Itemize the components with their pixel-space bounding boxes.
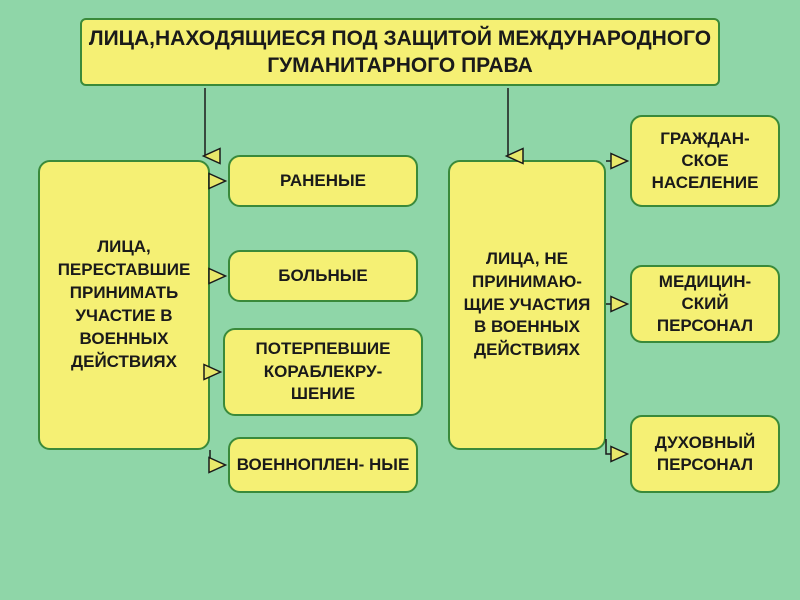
item-right-2: ДУХОВНЫЙ ПЕРСОНАЛ (630, 415, 780, 493)
item-left-1: БОЛЬНЫЕ (228, 250, 418, 302)
item-left-0: РАНЕНЫЕ (228, 155, 418, 207)
column-right: ЛИЦА, НЕ ПРИНИМАЮ- ЩИЕ УЧАСТИЯ В ВОЕННЫХ… (448, 160, 606, 450)
title-box: ЛИЦА,НАХОДЯЩИЕСЯ ПОД ЗАЩИТОЙ МЕЖДУНАРОДН… (80, 18, 720, 86)
item-right-1: МЕДИЦИН- СКИЙ ПЕРСОНАЛ (630, 265, 780, 343)
item-left-2: ПОТЕРПЕВШИЕ КОРАБЛЕКРУ- ШЕНИЕ (223, 328, 423, 416)
item-right-0: ГРАЖДАН- СКОЕ НАСЕЛЕНИЕ (630, 115, 780, 207)
column-left: ЛИЦА, ПЕРЕСТАВШИЕ ПРИНИМАТЬ УЧАСТИЕ В ВО… (38, 160, 210, 450)
item-left-3: ВОЕННОПЛЕН- НЫЕ (228, 437, 418, 493)
